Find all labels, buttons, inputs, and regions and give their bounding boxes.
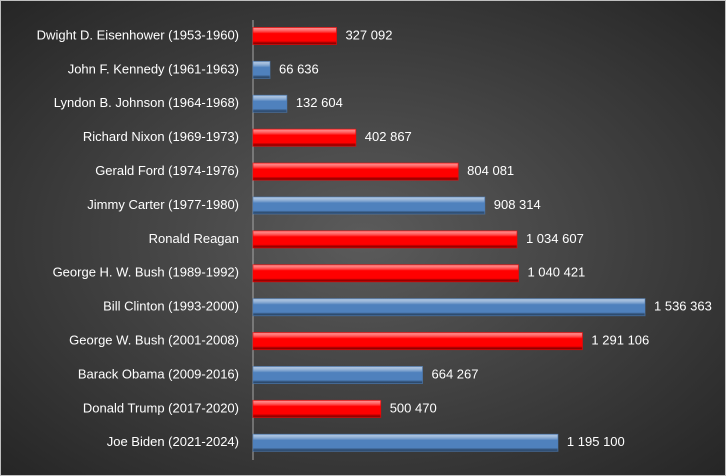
bar (252, 264, 519, 283)
category-label: Joe Biden (2021-2024) (107, 434, 239, 449)
category-label: Bill Clinton (1993-2000) (103, 299, 239, 314)
bar (252, 230, 518, 249)
bar (252, 162, 459, 181)
bar (252, 94, 288, 113)
value-label: 1 536 363 (654, 299, 712, 314)
bar (252, 366, 423, 384)
category-label: Dwight D. Eisenhower (1953-1960) (37, 27, 239, 42)
category-label: Richard Nixon (1969-1973) (83, 129, 239, 144)
category-label: Jimmy Carter (1977-1980) (87, 197, 239, 212)
value-label: 804 081 (467, 163, 514, 178)
bar (252, 128, 357, 147)
value-label: 327 092 (345, 27, 392, 42)
category-label: Barack Obama (2009-2016) (78, 366, 239, 381)
category-label: John F. Kennedy (1961-1963) (68, 61, 239, 76)
bar (252, 298, 646, 317)
category-label: Lyndon B. Johnson (1964-1968) (54, 95, 239, 110)
value-label: 664 267 (431, 366, 478, 381)
category-label: Donald Trump (2017-2020) (83, 400, 239, 415)
value-label: 1 034 607 (526, 231, 584, 246)
bar (252, 433, 559, 452)
value-label: 402 867 (365, 129, 412, 144)
value-label: 1 291 106 (591, 333, 649, 348)
bar (252, 27, 337, 45)
value-label: 908 314 (494, 197, 541, 212)
bar (252, 399, 382, 418)
bar (252, 196, 486, 215)
value-label: 500 470 (390, 400, 437, 415)
value-label: 1 040 421 (527, 265, 585, 280)
value-label: 66 636 (279, 61, 319, 76)
category-label: George H. W. Bush (1989-1992) (53, 265, 239, 280)
value-label: 1 195 100 (567, 434, 625, 449)
category-label: Ronald Reagan (149, 231, 239, 246)
bar (252, 332, 583, 351)
value-label: 132 604 (296, 95, 343, 110)
category-label: George W. Bush (2001-2008) (69, 333, 239, 348)
category-label: Gerald Ford (1974-1976) (95, 163, 239, 178)
bar (252, 60, 271, 79)
